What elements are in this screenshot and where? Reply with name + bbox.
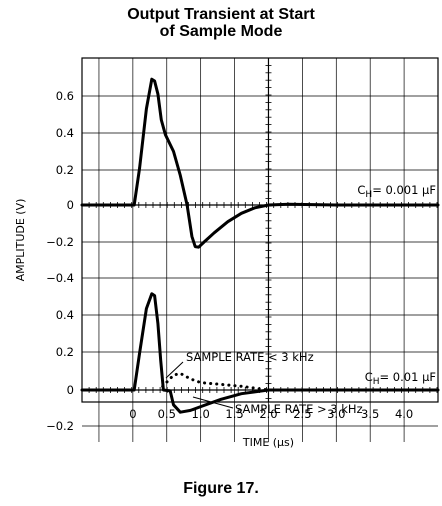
series-line bbox=[80, 77, 440, 249]
x-tick-label: 1.5 bbox=[225, 407, 243, 421]
y-tick-label: 0 bbox=[67, 383, 74, 397]
chart-title-line-2: of Sample Mode bbox=[159, 23, 283, 40]
series-line bbox=[80, 292, 440, 414]
y-tick-label: 0.2 bbox=[56, 163, 74, 177]
x-tick-label: 4.0 bbox=[395, 407, 413, 421]
capacitance-annotation: CH= 0.01 μF bbox=[365, 370, 436, 387]
x-tick-label: 3.5 bbox=[361, 407, 379, 421]
x-tick-label: 2.0 bbox=[259, 407, 277, 421]
x-tick-label: 2.5 bbox=[293, 407, 311, 421]
y-tick-label: 0.4 bbox=[56, 308, 74, 322]
y-tick-label: 0.4 bbox=[56, 126, 74, 140]
series-line-dotted bbox=[161, 371, 270, 392]
y-axis-label: AMPLITUDE (V) bbox=[14, 199, 27, 282]
plot-frame bbox=[81, 57, 439, 403]
y-tick-label: 0.6 bbox=[56, 89, 74, 103]
chart-title: Output Transient at Start bbox=[127, 6, 315, 23]
capacitance-annotation: CH= 0.001 μF bbox=[357, 183, 436, 200]
y-tick-label: −0.2 bbox=[46, 419, 74, 433]
y-tick-label: 0.2 bbox=[56, 345, 74, 359]
y-tick-label: −0.2 bbox=[46, 235, 74, 249]
y-tick-label: 0 bbox=[67, 198, 74, 212]
x-tick-label: 1.0 bbox=[192, 407, 210, 421]
x-tick-label: 0.5 bbox=[158, 407, 176, 421]
x-axis-label: TIME (μs) bbox=[242, 436, 294, 449]
series-label-sample-rate-gt: SAMPLE RATE > 3 kHz bbox=[235, 402, 363, 416]
series-label-sample-rate-lt: SAMPLE RATE < 3 kHz bbox=[186, 350, 314, 364]
leader-line bbox=[165, 361, 184, 379]
x-tick-label: 3.0 bbox=[327, 407, 345, 421]
y-tick-label: −0.4 bbox=[46, 271, 74, 285]
leader-line bbox=[192, 396, 234, 409]
figure-caption: Figure 17. bbox=[183, 480, 259, 497]
x-tick-label: 0 bbox=[129, 407, 136, 421]
